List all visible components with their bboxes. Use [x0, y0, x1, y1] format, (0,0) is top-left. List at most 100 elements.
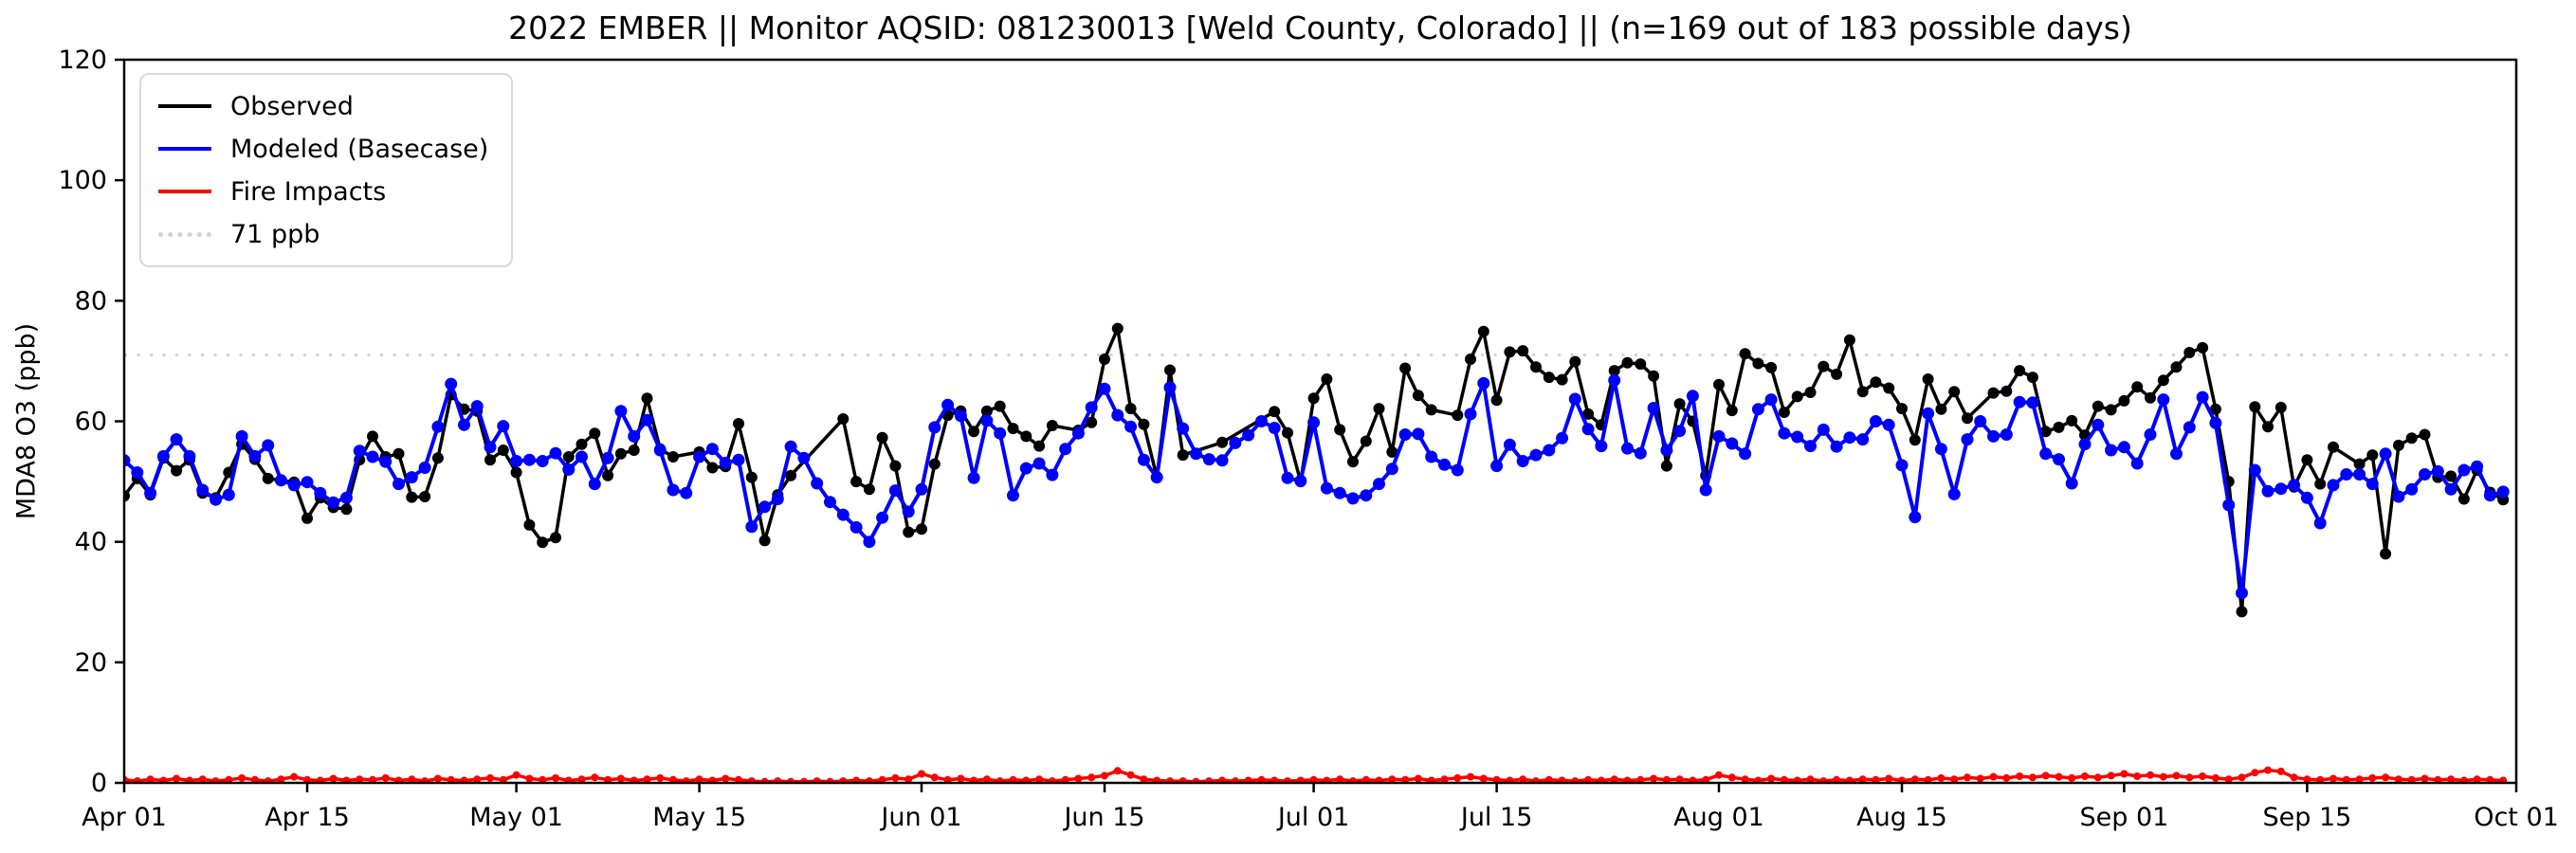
modeled-point: [784, 440, 797, 453]
modeled-point: [705, 443, 719, 456]
modeled-point: [902, 505, 915, 518]
observed-point: [1111, 322, 1124, 335]
fire-point: [760, 777, 769, 783]
y-tick-label: 0: [91, 769, 107, 798]
fire-point: [1937, 773, 1946, 782]
modeled-point: [1856, 433, 1870, 446]
observed-point: [301, 512, 313, 524]
fire-point: [930, 773, 939, 782]
modeled-point: [1922, 407, 1935, 420]
fire-point: [1689, 776, 1697, 783]
fire-point: [2199, 772, 2207, 780]
fire-point: [839, 777, 848, 783]
fire-point: [1192, 777, 1200, 783]
fire-point: [1205, 777, 1214, 783]
fire-point: [1662, 775, 1671, 783]
legend-item-threshold: 71 ppb: [158, 218, 488, 250]
modeled-point: [1098, 382, 1111, 395]
modeled-point: [458, 418, 470, 431]
modeled-point: [248, 449, 262, 463]
legend: Observed Modeled (Basecase) Fire Impacts…: [139, 73, 514, 267]
fire-point: [211, 777, 220, 783]
observed-point: [889, 460, 902, 472]
fire-point: [2238, 773, 2246, 782]
observed-point: [510, 466, 522, 479]
fire-point: [2473, 775, 2481, 783]
observed-point: [2039, 426, 2052, 438]
legend-label-fire: Fire Impacts: [230, 176, 387, 207]
modeled-point: [510, 455, 523, 467]
fire-point: [2447, 775, 2456, 783]
fire-point: [499, 775, 507, 783]
fire-point: [1336, 775, 1344, 783]
modeled-point: [1934, 443, 1947, 456]
modeled-point: [2444, 482, 2457, 496]
fire-point: [1924, 775, 1932, 783]
observed-point: [1321, 373, 1333, 385]
observed-point: [733, 418, 744, 429]
observed-point: [2419, 428, 2431, 441]
y-tick-label: 60: [75, 408, 107, 437]
fire-point: [1754, 776, 1763, 783]
fire-point: [316, 776, 324, 783]
modeled-point: [2065, 477, 2078, 490]
observed-point: [980, 405, 993, 417]
modeled-point: [353, 445, 366, 458]
observed-point: [393, 447, 405, 460]
fire-point: [525, 774, 534, 783]
modeled-point: [2130, 457, 2144, 470]
fire-point: [943, 775, 952, 783]
modeled-point: [2222, 499, 2236, 512]
fire-point: [604, 775, 612, 783]
legend-item-observed: Observed: [158, 90, 488, 122]
modeled-point: [2248, 463, 2261, 477]
observed-point: [2262, 421, 2274, 433]
fire-point: [198, 775, 207, 783]
modeled-point: [680, 486, 693, 499]
fire-point: [277, 775, 285, 783]
modeled-point: [941, 398, 955, 411]
observed-point: [1490, 394, 1503, 407]
observed-point: [903, 526, 915, 538]
fire-point: [1427, 776, 1435, 783]
modeled-point: [1032, 457, 1046, 470]
fire-point: [1231, 777, 1239, 783]
fire-point: [970, 776, 978, 783]
fire-point: [1780, 775, 1788, 783]
fire-point: [1153, 776, 1161, 783]
modeled-point: [1673, 425, 1687, 438]
fire-point: [1584, 775, 1593, 783]
fire-point: [1087, 773, 1096, 782]
modeled-point: [1215, 454, 1229, 467]
modeled-point: [719, 456, 732, 469]
fire-point: [1074, 774, 1083, 783]
modeled-point: [797, 451, 811, 464]
modeled-point: [1046, 468, 1059, 481]
modeled-point: [314, 486, 327, 499]
observed-point: [2157, 374, 2169, 387]
modeled-point: [1464, 408, 1477, 421]
fire-point: [1767, 774, 1776, 783]
observed-point: [1791, 390, 1803, 403]
modeled-point: [1595, 440, 1608, 453]
observed-point: [1425, 404, 1437, 416]
x-tick-label: Jul 15: [1459, 803, 1533, 832]
modeled-point: [156, 449, 170, 463]
modeled-point: [2170, 447, 2183, 461]
modeled-point: [2000, 428, 2013, 441]
observed-point: [2445, 470, 2457, 482]
observed-point: [1569, 355, 1581, 368]
modeled-point: [758, 500, 772, 514]
observed-point: [1948, 386, 1961, 398]
observed-point: [837, 413, 850, 425]
modeled-point: [1281, 471, 1294, 484]
observed-point: [1452, 409, 1464, 422]
observed-point: [2392, 439, 2404, 451]
modeled-point: [1568, 392, 1581, 406]
fire-point: [669, 775, 677, 783]
legend-item-fire: Fire Impacts: [158, 175, 488, 208]
modeled-point: [484, 441, 497, 454]
fire-point: [2303, 775, 2311, 783]
fire-point: [1126, 771, 1135, 779]
fire-point: [2120, 770, 2128, 778]
